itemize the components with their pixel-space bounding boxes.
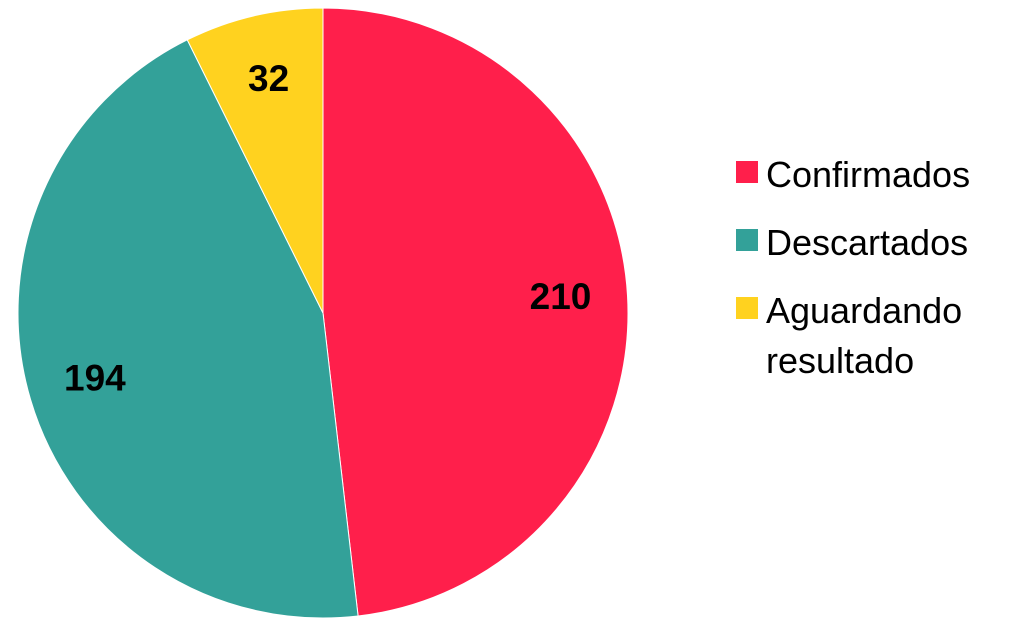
legend-label: Descartados	[766, 222, 969, 263]
legend-label: Confirmados	[766, 154, 971, 195]
legend-swatch	[736, 297, 758, 319]
legend-swatch	[736, 229, 758, 251]
legend-item: Confirmados	[736, 150, 1011, 200]
legend-item: Descartados	[736, 218, 1011, 268]
pie-area: 210 194 32	[17, 7, 629, 619]
data-label: 194	[64, 357, 126, 398]
pie-slice	[322, 7, 629, 617]
legend-swatch	[736, 161, 758, 183]
data-label: 210	[530, 276, 592, 317]
data-label: 32	[248, 58, 289, 99]
legend: Confirmados Descartados Aguardando resulta…	[736, 150, 1011, 404]
legend-label: Aguardando resultado	[766, 290, 963, 381]
pie-slice	[186, 7, 324, 314]
pie-slice	[17, 39, 359, 619]
legend-item: Aguardando resultado	[736, 286, 1011, 386]
